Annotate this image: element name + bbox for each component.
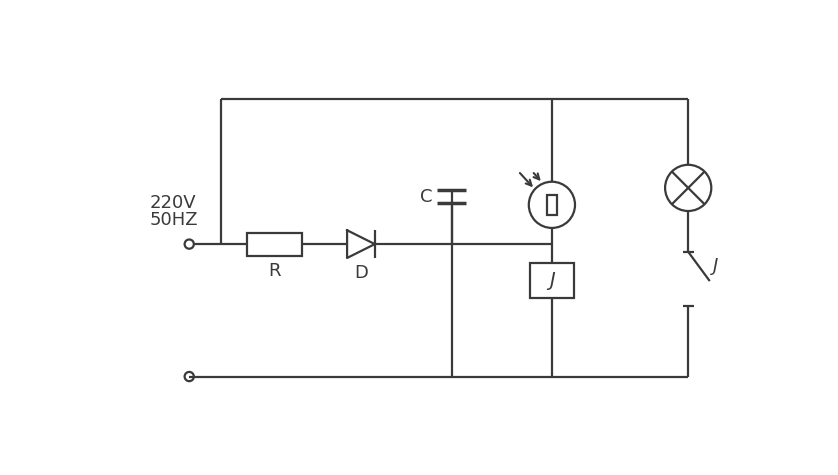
Text: J: J bbox=[713, 257, 718, 276]
Text: D: D bbox=[354, 264, 368, 282]
FancyBboxPatch shape bbox=[530, 263, 574, 298]
Polygon shape bbox=[347, 230, 375, 258]
Text: 220V: 220V bbox=[149, 194, 196, 212]
Text: J: J bbox=[549, 271, 555, 290]
Text: R: R bbox=[268, 262, 281, 280]
Text: 50HZ: 50HZ bbox=[149, 211, 198, 229]
Text: C: C bbox=[420, 188, 432, 206]
FancyBboxPatch shape bbox=[247, 233, 303, 256]
FancyBboxPatch shape bbox=[546, 195, 557, 215]
